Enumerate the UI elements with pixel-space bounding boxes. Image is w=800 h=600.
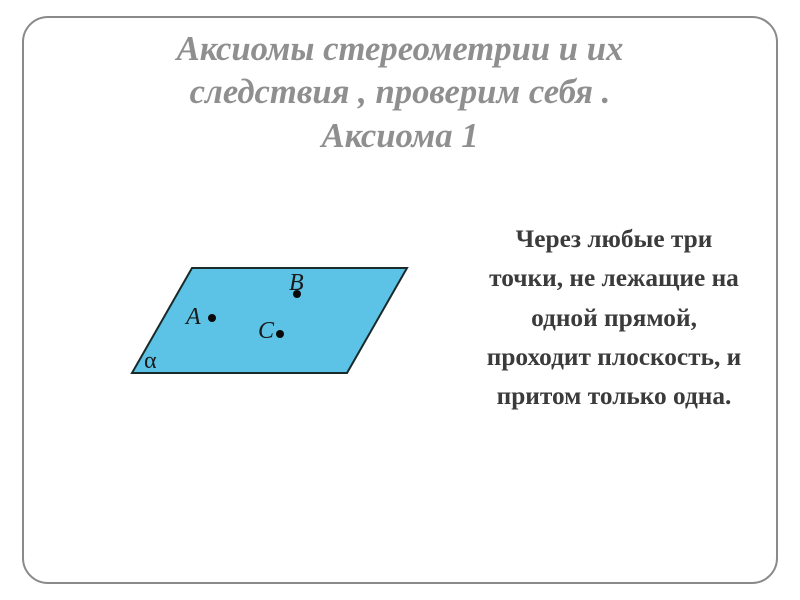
body-line-5: притом только одна. xyxy=(497,382,732,410)
body-line-3: одной прямой, xyxy=(531,304,697,332)
body-line-4: проходит плоскость, и xyxy=(487,343,742,371)
axiom-text: Через любые три точки, не лежащие на одн… xyxy=(454,220,774,416)
point-b-label: B xyxy=(289,270,304,297)
alpha-label: α xyxy=(144,348,157,375)
slide-title: Аксиомы стереометрии и их следствия , пр… xyxy=(24,28,776,158)
title-line-1: Аксиомы стереометрии и их xyxy=(24,28,776,71)
plane-diagram: α A B C xyxy=(72,238,407,408)
plane-svg xyxy=(72,238,407,408)
point-c-label: C xyxy=(258,318,274,345)
body-line-2: точки, не лежащие на xyxy=(489,264,739,292)
body-line-1: Через любые три xyxy=(516,225,713,253)
point-a-label: A xyxy=(186,304,201,331)
title-line-3: Аксиома 1 xyxy=(24,115,776,158)
point-c xyxy=(276,330,284,338)
title-line-2: следствия , проверим себя . xyxy=(24,71,776,114)
slide-frame: Аксиомы стереометрии и их следствия , пр… xyxy=(22,16,778,584)
point-a xyxy=(208,314,216,322)
